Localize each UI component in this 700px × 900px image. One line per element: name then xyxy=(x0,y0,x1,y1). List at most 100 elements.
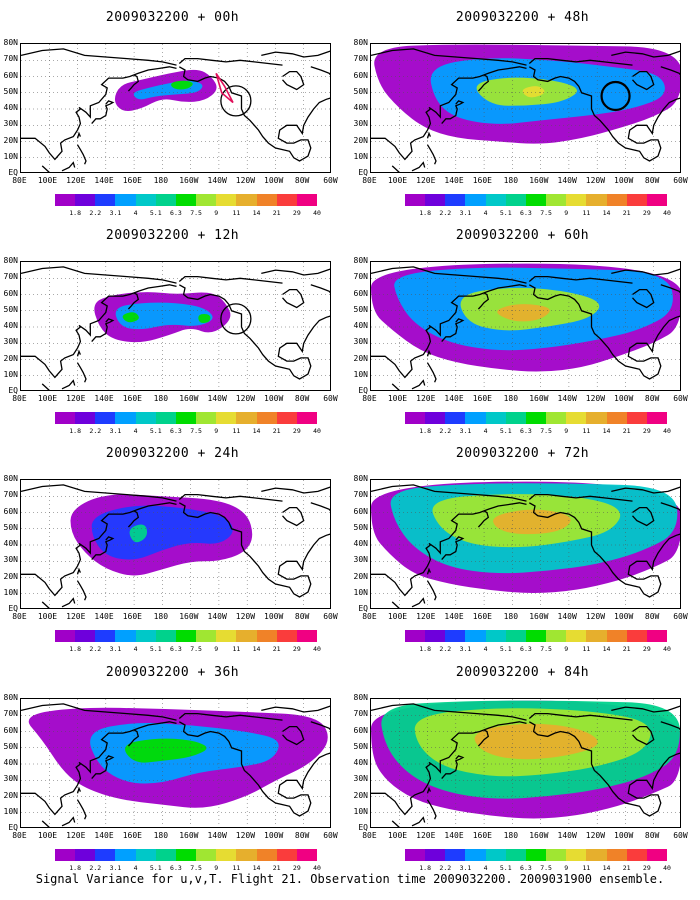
longitude-label: 80E xyxy=(12,394,27,403)
colorbar-label: 11 xyxy=(232,645,241,653)
latitude-label: 70N xyxy=(353,272,368,282)
colorbar-label: 4 xyxy=(133,864,138,872)
coastline xyxy=(41,165,50,172)
coastline xyxy=(477,729,490,747)
coastline xyxy=(282,70,305,91)
colorbar-cell xyxy=(175,412,197,424)
colorbar-cell xyxy=(155,630,176,642)
coastline xyxy=(261,268,330,276)
colorbar-cell xyxy=(465,412,486,424)
longitude-label: 140E xyxy=(94,612,114,621)
coastline xyxy=(477,74,490,92)
coastline xyxy=(277,97,330,160)
longitude-label: 80W xyxy=(644,612,660,621)
latitude-label: 30N xyxy=(3,337,18,347)
longitude-label: 80E xyxy=(362,612,377,621)
longitude-label: 180 xyxy=(503,831,519,840)
coastline xyxy=(41,601,50,608)
colorbar-label: 1.8 xyxy=(69,427,82,435)
longitude-label: 100W xyxy=(614,176,634,185)
panel-title: 2009032200 + 48h xyxy=(455,10,590,25)
colorbar-label: 9 xyxy=(564,427,569,435)
colorbar-label: 14 xyxy=(602,864,611,872)
coastline xyxy=(127,292,140,310)
coastline xyxy=(411,161,426,172)
colorbar-label: 14 xyxy=(252,645,261,653)
coastline xyxy=(426,362,437,383)
latitude-label: 20N xyxy=(353,353,368,363)
latitude-label: 50N xyxy=(3,86,18,96)
colorbar-cell xyxy=(626,630,647,642)
colorbar-label: 4 xyxy=(483,427,488,435)
map-area xyxy=(20,43,331,173)
latitude-label: 60N xyxy=(3,70,18,80)
map-panel: 2009032200 + 72h 80N 70N 60N 50N 40N 30N 20N 10N… xyxy=(350,436,695,661)
variance-shading xyxy=(171,80,193,90)
colorbar-label: 40 xyxy=(313,864,321,872)
colorbar-cell xyxy=(445,849,466,861)
colorbar-cell xyxy=(525,412,547,424)
longitude-label: 80W xyxy=(644,831,660,840)
longitude-label: 120W xyxy=(235,176,256,185)
latitude-label: 20N xyxy=(3,135,18,145)
coastline xyxy=(21,284,177,379)
coastline xyxy=(411,379,426,390)
longitude-label: 80E xyxy=(12,831,27,840)
colorbar-label: 29 xyxy=(292,427,301,435)
coastline xyxy=(178,502,303,598)
colorbar-label: 29 xyxy=(642,209,651,217)
longitude-label: 160E xyxy=(122,831,142,840)
longitude-label: 120W xyxy=(585,394,606,403)
longitude-label: 160E xyxy=(122,612,142,621)
longitude-label: 100E xyxy=(37,176,58,185)
colorbar xyxy=(405,412,668,424)
colorbar-cell xyxy=(646,630,668,642)
latitude-label: 30N xyxy=(353,119,368,129)
map-panel: 2009032200 + 84h 80N 70N 60N 50N 40N 30N 20N 10N… xyxy=(350,655,695,880)
colorbar-cell xyxy=(135,412,156,424)
colorbar-cell xyxy=(606,412,627,424)
longitude-label: 120E xyxy=(66,176,86,185)
colorbar-label: 6.3 xyxy=(170,864,182,872)
longitude-label: 140W xyxy=(557,394,577,403)
longitude-label: 140E xyxy=(94,176,114,185)
coastline xyxy=(632,288,655,309)
longitude-label: 140W xyxy=(207,831,227,840)
colorbar-cell xyxy=(485,630,506,642)
colorbar-label: 2.2 xyxy=(89,645,102,653)
colorbar-cell xyxy=(236,412,257,424)
colorbar-label: 14 xyxy=(602,427,611,435)
coastline xyxy=(61,816,76,827)
colorbar-cell xyxy=(236,849,257,861)
coastline xyxy=(371,284,527,379)
map-panel: 2009032200 + 12h 80N 70N 60N 50N 40N 30N 20N 10N… xyxy=(0,218,345,443)
coastline xyxy=(371,721,527,816)
latitude-label: EQ xyxy=(358,168,368,177)
longitude-label: 140W xyxy=(207,176,227,185)
colorbar-label: 5.1 xyxy=(499,209,512,217)
colorbar-cell xyxy=(566,412,587,424)
colorbar-cell xyxy=(546,194,567,206)
latitude-label: 40N xyxy=(353,539,368,548)
colorbar-cell xyxy=(256,630,277,642)
colorbar-label: 5.1 xyxy=(149,864,162,872)
colorbar-cell xyxy=(525,194,547,206)
coastline xyxy=(61,597,76,608)
colorbar-cell xyxy=(75,849,96,861)
latitude-label: EQ xyxy=(8,168,18,177)
longitude-label: 80W xyxy=(294,831,310,840)
coastline xyxy=(426,786,431,794)
target-circle xyxy=(220,303,252,335)
colorbar xyxy=(55,194,318,206)
map-area xyxy=(370,261,681,391)
colorbar-cell xyxy=(566,849,587,861)
coastline xyxy=(611,50,680,58)
longitude-label: 120W xyxy=(235,394,256,403)
panel-title: 2009032200 + 00h xyxy=(105,10,240,25)
colorbar-cell xyxy=(445,630,466,642)
coastline xyxy=(21,66,177,161)
coastline xyxy=(391,165,400,172)
latitude-label: 30N xyxy=(353,337,368,347)
longitude-label: 140E xyxy=(94,831,114,840)
colorbar-label: 4 xyxy=(483,209,488,217)
